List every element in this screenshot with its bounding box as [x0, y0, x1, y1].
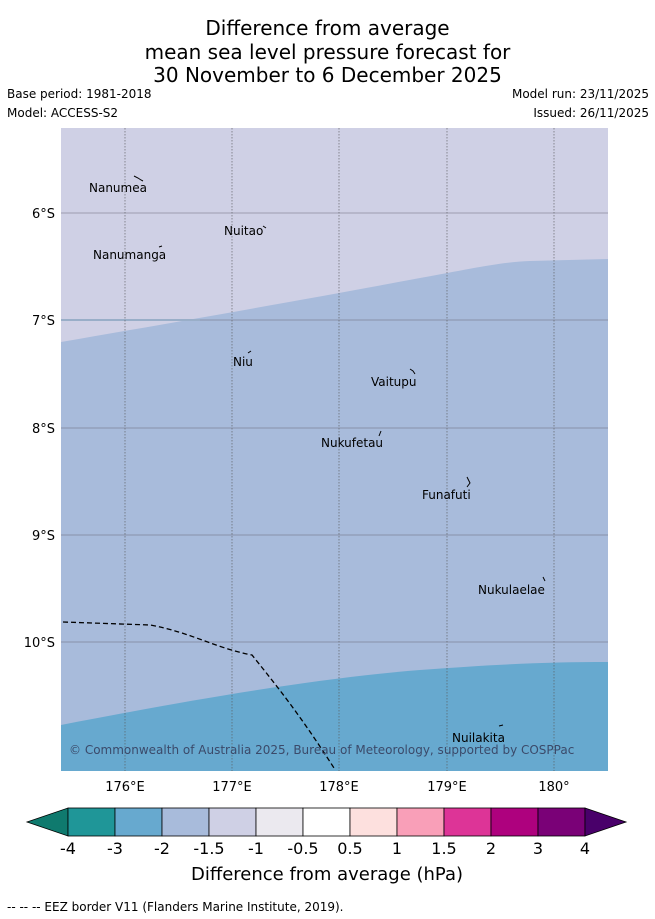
anomaly-band-dark — [61, 662, 608, 771]
colorbar-tick-label: 1.5 — [431, 839, 456, 858]
lat-tick-9s: 9°S — [32, 529, 55, 544]
place-label-nukufetau: Nukufetau — [321, 436, 383, 450]
colorbar-swatch — [302, 807, 351, 837]
colorbar-tick-label: 3 — [533, 839, 543, 858]
base-period: Base period: 1981-2018 — [7, 87, 152, 101]
colorbar-extend-low — [25, 807, 69, 837]
colorbar-swatch — [208, 807, 257, 837]
lat-tick-8s: 8°S — [32, 422, 55, 437]
title-line-1: Difference from average — [205, 16, 450, 40]
nukufetau-outline — [378, 430, 382, 437]
place-label-nukulaelae: Nukulaelae — [478, 583, 545, 597]
eez-border — [62, 621, 335, 769]
colorbar-swatch — [161, 807, 210, 837]
colorbar-swatch — [114, 807, 163, 837]
place-label-vaitupu: Vaitupu — [371, 375, 417, 389]
colorbar-swatch — [443, 807, 492, 837]
colorbar-swatch — [255, 807, 304, 837]
copyright-notice: © Commonwealth of Australia 2025, Bureau… — [69, 743, 574, 757]
place-label-nuilakita: Nuilakita — [452, 731, 505, 745]
island-outlines — [133, 175, 546, 727]
colorbar-swatch — [349, 807, 398, 837]
map-panel: Nanumea Nuitao Nanumanga Niu Vaitupu Nuk… — [61, 128, 608, 771]
colorbar-tick-label: -1 — [248, 839, 264, 858]
colorbar-tick-label: -1.5 — [193, 839, 224, 858]
place-label-funafuti: Funafuti — [422, 488, 471, 502]
anomaly-band-mid — [61, 259, 608, 771]
title-line-2: mean sea level pressure forecast for — [144, 40, 511, 64]
latitude-gridlines — [61, 212, 608, 643]
longitude-axis: 176°E 177°E 178°E 179°E 180° — [105, 780, 569, 795]
funafuti-outline — [466, 476, 471, 488]
title-line-3: 30 November to 6 December 2025 — [153, 63, 502, 87]
colorbar: Difference from average (hPa) -4 -3 -2 -1.5… — [25, 807, 628, 885]
vaitupu-outline — [409, 368, 416, 375]
nukulaelae-outline — [542, 576, 546, 582]
lat-tick-10s: 10°S — [24, 636, 55, 651]
place-label-nuitao: Nuitao — [224, 224, 263, 238]
colorbar-tick-label: 0.5 — [337, 839, 362, 858]
colorbar-tick-label: -3 — [107, 839, 123, 858]
lon-tick-179e: 179°E — [427, 780, 467, 795]
lat-tick-6s: 6°S — [32, 207, 55, 222]
nanumanga-outline — [158, 245, 163, 248]
colorbar-tick-label: 2 — [486, 839, 496, 858]
model-run: Model run: 23/11/2025 — [511, 87, 649, 101]
latitude-axis: 6°S 7°S 8°S 9°S 10°S — [24, 207, 55, 651]
colorbar-label: Difference from average (hPa) — [191, 864, 463, 885]
niu-outline — [247, 350, 252, 354]
lon-tick-176e: 176°E — [105, 780, 145, 795]
nanumea-outline — [133, 175, 144, 182]
lon-tick-177e: 177°E — [212, 780, 252, 795]
lon-tick-178e: 178°E — [319, 780, 359, 795]
colorbar-extend-high — [584, 807, 628, 837]
colorbar-swatch — [396, 807, 445, 837]
lat-tick-7s: 7°S — [32, 314, 55, 329]
colorbar-tick-label: -0.5 — [287, 839, 318, 858]
colorbar-swatch — [490, 807, 539, 837]
eez-footnote: -- -- -- EEZ border V11 (Flanders Marine… — [7, 900, 344, 914]
colorbar-tick-label: 1 — [392, 839, 402, 858]
colorbar-tick-label: -4 — [60, 839, 76, 858]
colorbar-swatch — [537, 807, 586, 837]
model-name: Model: ACCESS-S2 — [7, 106, 119, 120]
issued-date: Issued: 26/11/2025 — [533, 106, 649, 120]
lon-tick-180: 180° — [538, 780, 569, 795]
place-label-nanumanga: Nanumanga — [93, 248, 166, 262]
colorbar-swatch — [67, 807, 116, 837]
colorbar-tick-label: 4 — [580, 839, 590, 858]
longitude-gridlines — [124, 128, 555, 771]
colorbar-tick-label: -2 — [154, 839, 170, 858]
nuitao-outline — [262, 225, 267, 229]
place-label-niu: Niu — [233, 355, 253, 369]
forecast-map: Nanumea Nuitao Nanumanga Niu Vaitupu Nuk… — [24, 128, 628, 885]
place-label-nanumea: Nanumea — [89, 181, 147, 195]
nuilakita-outline — [498, 724, 504, 727]
